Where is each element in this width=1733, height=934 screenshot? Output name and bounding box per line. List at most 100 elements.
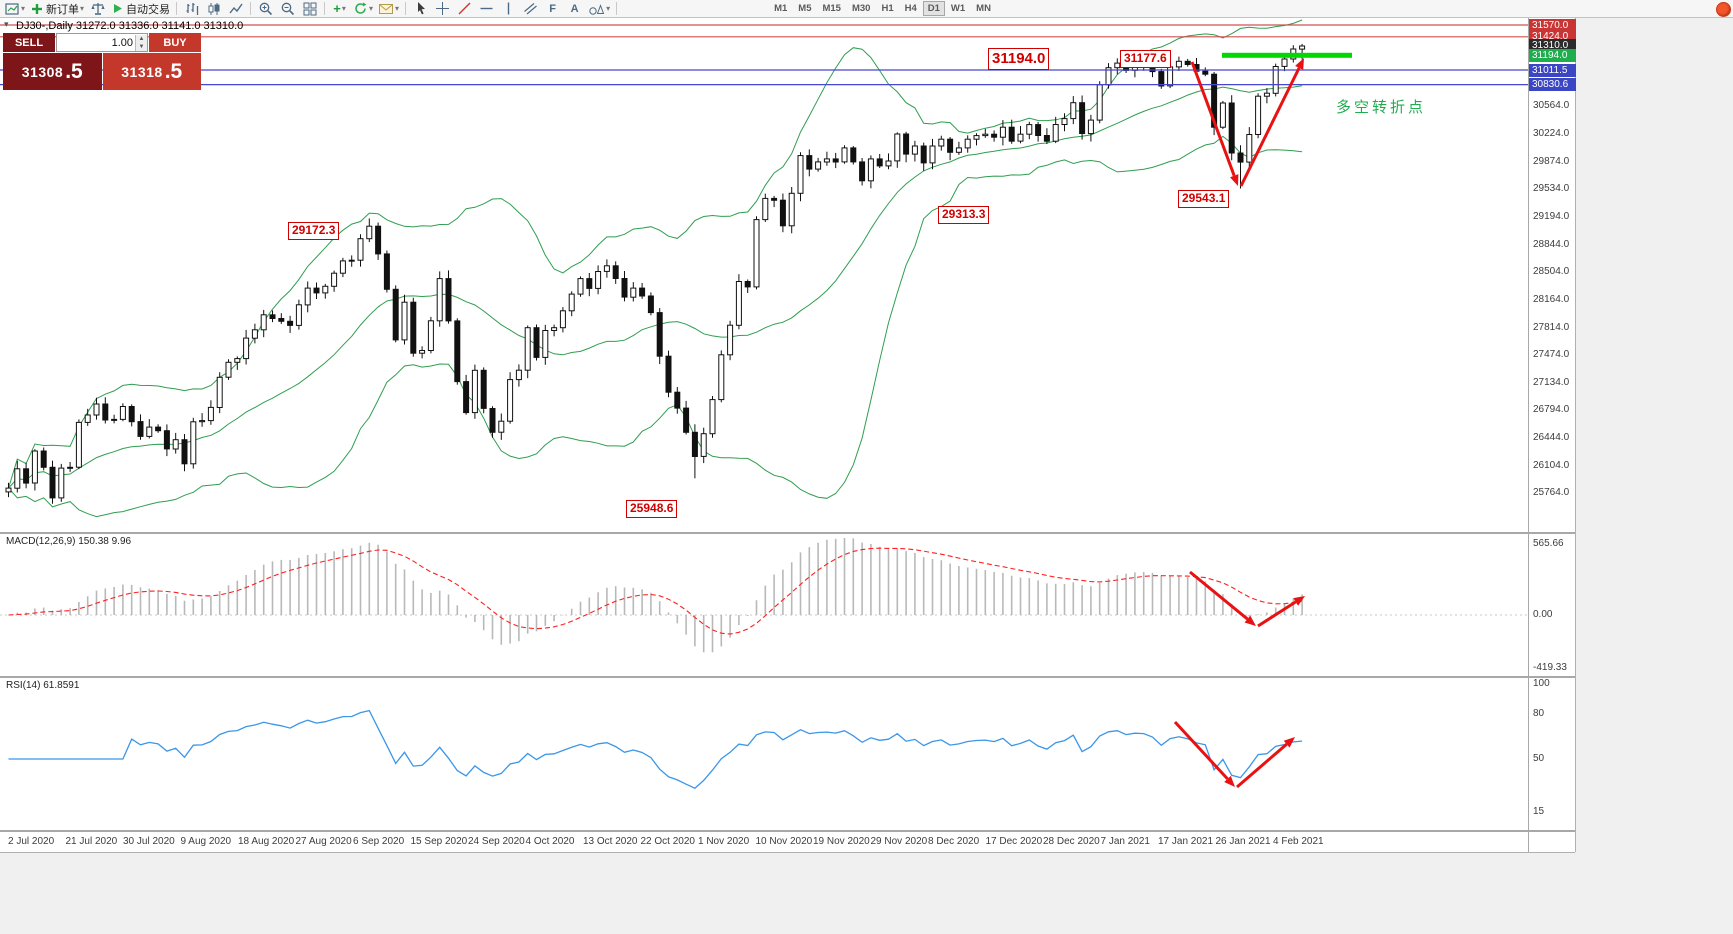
toolbar-separator — [250, 2, 252, 15]
indicators-icon[interactable]: + ▾ — [333, 1, 346, 16]
macd-label: MACD(12,26,9) 150.38 9.96 — [6, 536, 132, 547]
price-axis-label: 26104.0 — [1533, 459, 1570, 471]
tile-windows-icon[interactable] — [299, 1, 320, 16]
time-axis-label: 27 Aug 2020 — [295, 836, 352, 847]
buy-button[interactable]: BUY — [149, 33, 201, 52]
time-axis-label: 18 Aug 2020 — [238, 836, 295, 847]
time-axis-label: 6 Sep 2020 — [353, 836, 405, 847]
zoom-in-icon[interactable] — [255, 1, 276, 16]
time-axis-label: 9 Aug 2020 — [180, 836, 232, 847]
time-axis-label: 8 Dec 2020 — [928, 836, 980, 847]
price-annotation[interactable]: 31194.0 — [988, 48, 1050, 70]
timeframe-button-h1[interactable]: H1 — [881, 3, 894, 14]
timeframe-button-w1[interactable]: W1 — [950, 3, 966, 14]
horizontal-line-icon[interactable] — [476, 1, 497, 16]
price-axis-label: 29874.0 — [1533, 155, 1570, 167]
timeframe-button-d1[interactable]: D1 — [922, 1, 945, 16]
zoom-out-icon[interactable] — [277, 1, 298, 16]
chevron-down-icon: ▾ — [606, 4, 611, 13]
toolbar-separator — [324, 2, 326, 15]
time-axis-label: 26 Jan 2021 — [1215, 836, 1271, 847]
timeframe-button-h4[interactable]: H4 — [904, 3, 917, 14]
chart-window-icon[interactable]: ▾ — [2, 1, 27, 16]
price-annotation[interactable]: 29543.1 — [1178, 190, 1230, 208]
price-annotation[interactable]: 29313.3 — [938, 206, 990, 224]
candlestick-chart-type-icon[interactable] — [203, 1, 224, 16]
price-axis-separator — [1528, 18, 1529, 852]
fibonacci-icon[interactable]: F — [549, 2, 556, 15]
price-axis-label: 26794.0 — [1533, 404, 1570, 416]
time-axis-label: 29 Nov 2020 — [870, 836, 928, 847]
time-axis-label: 21 Jul 2020 — [65, 836, 118, 847]
time-axis[interactable]: 2 Jul 2020 21 Jul 2020 30 Jul 2020 9 Aug 20… — [0, 832, 1528, 852]
toolbar-separator — [405, 2, 407, 15]
shapes-icon[interactable]: ▾ — [586, 1, 612, 16]
new-order-label: 新订单 — [46, 3, 80, 16]
price-axis[interactable]: 30564.0 30224.0 29874.0 29534.0 29194.0 28844… — [1529, 18, 1576, 852]
time-axis-label: 22 Oct 2020 — [640, 836, 695, 847]
timeframe-button-mn[interactable]: MN — [976, 3, 991, 14]
text-label-icon[interactable]: A — [570, 2, 579, 15]
scales-icon[interactable] — [87, 1, 108, 16]
bar-chart-type-icon[interactable] — [181, 1, 202, 16]
macd-axis-label: 565.66 — [1533, 537, 1564, 549]
price-axis-tag: 31194.0 — [1529, 48, 1576, 62]
vertical-line-icon[interactable] — [498, 1, 519, 16]
chart-bottom-border — [0, 852, 1575, 853]
mail-icon[interactable]: ▾ — [376, 1, 401, 16]
cursor-icon[interactable] — [410, 1, 431, 16]
time-axis-label: 13 Oct 2020 — [583, 836, 638, 847]
autotrade-button[interactable]: 自动交易 — [109, 1, 172, 16]
buy-price-fraction: .5 — [164, 59, 183, 83]
panel-divider[interactable] — [0, 532, 1575, 534]
timeframe-button-m15[interactable]: M15 — [822, 3, 841, 14]
stepper-down-icon[interactable]: ▼ — [136, 42, 147, 51]
line-chart-type-icon[interactable] — [225, 1, 246, 16]
sell-button[interactable]: SELL — [3, 33, 55, 52]
chevron-down-icon: ▾ — [21, 4, 26, 13]
price-axis-label: 30564.0 — [1533, 100, 1570, 112]
timeframe-button-m5[interactable]: M5 — [798, 3, 812, 14]
sell-price-main: 31308 — [21, 63, 64, 80]
volume-value[interactable]: 1.00 — [111, 36, 133, 49]
stepper-up-icon[interactable]: ▲ — [136, 34, 147, 43]
panel-divider[interactable] — [0, 676, 1575, 678]
price-annotation[interactable]: 29172.3 — [288, 222, 340, 240]
play-icon — [114, 4, 123, 13]
price-annotation[interactable]: 25948.6 — [626, 500, 678, 518]
rsi-label: RSI(14) 61.8591 — [6, 680, 80, 691]
price-axis-tag: 30830.6 — [1529, 78, 1576, 92]
price-axis-tag: 31011.5 — [1529, 63, 1576, 77]
time-axis-label: 1 Nov 2020 — [698, 836, 750, 847]
price-axis-label: 27474.0 — [1533, 349, 1570, 361]
trendline-icon[interactable] — [454, 1, 475, 16]
rsi-axis-label: 50 — [1533, 753, 1545, 764]
price-axis-tag: 31570.0 — [1529, 18, 1576, 32]
price-annotation[interactable]: 31177.6 — [1120, 50, 1171, 68]
crosshair-icon[interactable] — [432, 1, 453, 16]
sell-price-fraction: .5 — [65, 59, 83, 83]
timeframe-button-m30[interactable]: M30 — [851, 3, 871, 14]
cycle-icon[interactable]: ▾ — [351, 1, 375, 16]
buy-price-display[interactable]: 31318 .5 — [102, 53, 201, 90]
time-axis-label: 4 Oct 2020 — [525, 836, 575, 847]
new-order-button[interactable]: 新订单 ▾ — [28, 1, 86, 16]
chevron-down-icon: ▾ — [395, 4, 400, 13]
buy-price-main: 31318 — [121, 63, 163, 80]
timeframe-button-m1[interactable]: M1 — [774, 3, 788, 14]
volume-stepper[interactable]: ▲ ▼ — [135, 34, 147, 51]
time-axis-label: 28 Dec 2020 — [1043, 836, 1100, 847]
panel-divider[interactable] — [0, 830, 1575, 832]
sell-price-display[interactable]: 31308 .5 — [3, 53, 102, 90]
price-axis-label: 27134.0 — [1533, 376, 1570, 388]
macd-axis-label: 0.00 — [1533, 609, 1553, 620]
price-axis-label: 30224.0 — [1533, 127, 1570, 139]
rsi-axis-label: 15 — [1533, 805, 1545, 817]
channel-icon[interactable] — [520, 1, 541, 16]
volume-input[interactable]: 1.00 ▲ ▼ — [56, 33, 148, 52]
oneclick-collapse-arrow[interactable]: ▾ — [4, 19, 9, 29]
time-axis-label: 24 Sep 2020 — [468, 836, 525, 847]
price-axis-label: 29194.0 — [1533, 210, 1570, 222]
